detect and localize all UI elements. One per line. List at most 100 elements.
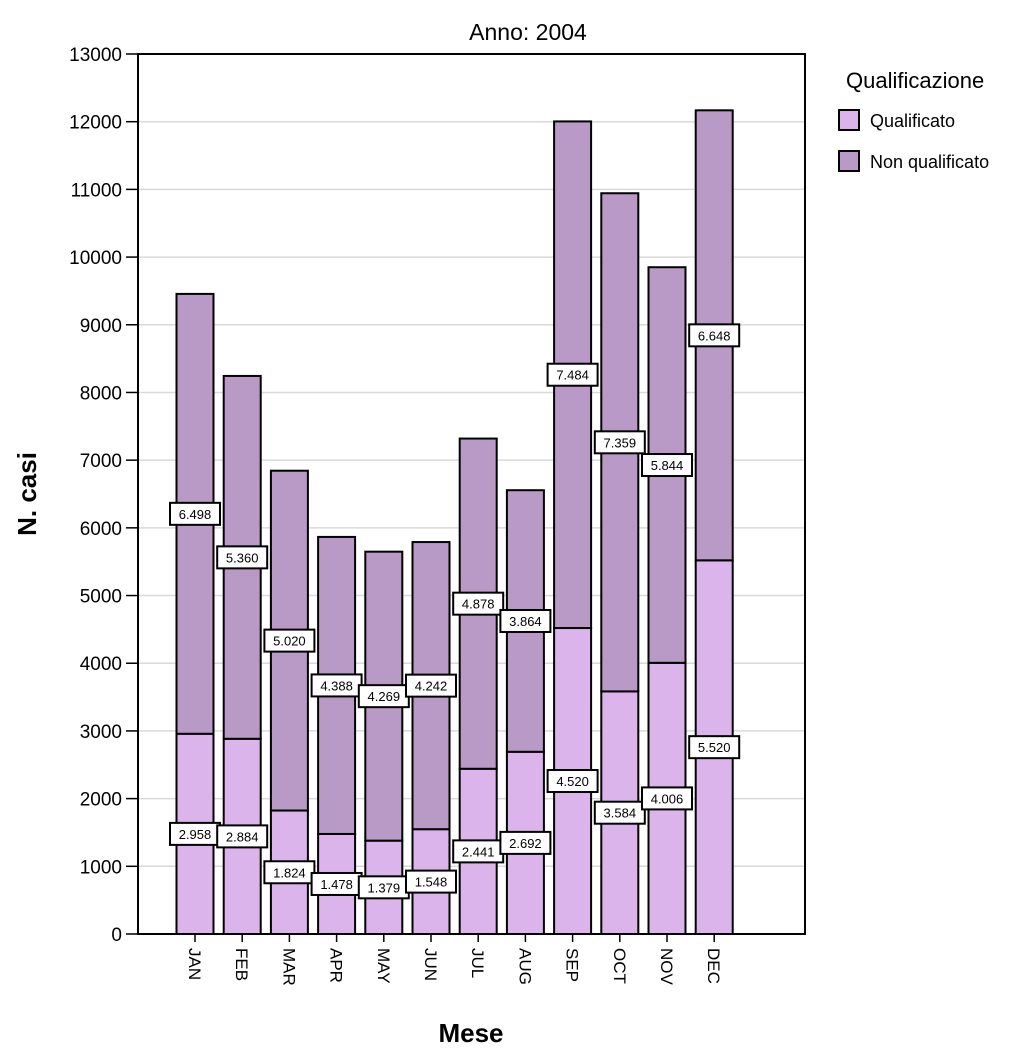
- data-label-qualificato: 1.824: [263, 860, 316, 885]
- x-tick-label: NOV: [657, 948, 676, 986]
- x-axis-title: Mese: [438, 1018, 503, 1048]
- data-label-text: 5.520: [698, 740, 731, 755]
- data-label-non-qualificato: 5.844: [641, 453, 693, 478]
- data-label-qualificato: 5.520: [688, 735, 741, 760]
- y-tick-label: 3000: [80, 722, 122, 743]
- data-label-text: 2.884: [226, 829, 259, 844]
- data-label-text: 5.020: [273, 634, 306, 649]
- x-tick-label: JUN: [421, 948, 440, 981]
- y-tick-label: 6000: [80, 519, 122, 540]
- data-label-non-qualificato: 4.269: [357, 684, 410, 709]
- data-label-qualificato: 4.520: [546, 769, 599, 794]
- y-tick-label: 2000: [80, 790, 122, 811]
- data-label-non-qualificato: 4.388: [310, 673, 363, 698]
- data-label-text: 2.958: [179, 827, 212, 842]
- data-label-non-qualificato: 5.360: [216, 545, 269, 570]
- data-label-text: 1.379: [368, 880, 401, 895]
- data-label-non-qualificato: 7.359: [593, 430, 646, 455]
- data-label-box: [688, 735, 741, 760]
- data-label-text: 1.548: [415, 875, 448, 890]
- bars: [175, 109, 734, 936]
- data-label-non-qualificato: 5.020: [263, 628, 316, 653]
- data-label-box: [593, 800, 646, 825]
- data-label-text: 7.484: [556, 368, 589, 383]
- x-tick-label: JUL: [468, 948, 487, 978]
- y-tick-label: 11000: [71, 180, 122, 201]
- data-label-box: [405, 673, 457, 698]
- data-label-non-qualificato: 7.484: [546, 362, 599, 387]
- data-label-box: [499, 608, 552, 633]
- y-tick-label: 5000: [80, 587, 122, 608]
- data-label-qualificato: 1.478: [310, 871, 363, 896]
- y-axis: 0 1000 2000 3000 4000 5000 6000 7000 8000 9000 100…: [69, 45, 138, 946]
- data-label-text: 7.359: [604, 435, 637, 450]
- y-tick-label: 12000: [69, 113, 122, 134]
- x-tick-label: MAY: [374, 948, 393, 984]
- data-label-box: [499, 830, 552, 855]
- data-label-non-qualificato: 6.648: [688, 323, 741, 348]
- data-label-non-qualificato: 4.242: [405, 673, 457, 698]
- data-label-box: [405, 869, 457, 894]
- data-label-box: [688, 323, 741, 348]
- x-tick-label: OCT: [610, 948, 629, 984]
- data-label-qualificato: 3.584: [593, 800, 646, 825]
- data-label-box: [641, 786, 693, 811]
- data-label-text: 6.498: [179, 507, 212, 522]
- data-label-text: 4.878: [462, 597, 495, 612]
- data-label-qualificato: 1.379: [357, 875, 410, 900]
- x-tick-label: MAR: [279, 948, 298, 986]
- data-label-text: 1.824: [273, 865, 306, 880]
- data-label-text: 1.478: [320, 877, 353, 892]
- data-label-non-qualificato: 4.878: [452, 591, 505, 616]
- data-label-box: [263, 628, 316, 653]
- x-tick-label: SEP: [563, 948, 582, 982]
- data-label-qualificato: 2.884: [216, 824, 269, 849]
- data-label-text: 2.692: [509, 836, 542, 851]
- data-label-text: 4.520: [556, 774, 589, 789]
- x-tick-label: DEC: [704, 948, 723, 984]
- x-axis: JAN FEB MAR APR MAY JUN JUL AUG SEP OCT NOV DEC: [185, 934, 723, 986]
- data-label-box: [216, 824, 269, 849]
- plot-area-frame: [137, 53, 806, 935]
- data-label-text: 6.648: [698, 328, 731, 343]
- data-label-box: [452, 591, 505, 616]
- chart-title: Anno: 2004: [469, 19, 587, 45]
- legend-swatch: [838, 150, 860, 172]
- data-label-text: 4.242: [415, 679, 448, 694]
- y-tick-label: 7000: [80, 451, 122, 472]
- data-label-box: [546, 769, 599, 794]
- legend-label: Qualificato: [870, 111, 955, 131]
- data-label-text: 5.844: [651, 458, 684, 473]
- data-label-box: [641, 453, 693, 478]
- y-tick-label: 9000: [80, 316, 122, 337]
- data-label-box: [169, 501, 221, 526]
- data-label-text: 3.864: [509, 614, 542, 629]
- data-label-text: 2.441: [462, 844, 495, 859]
- data-label-text: 4.006: [651, 791, 684, 806]
- data-label-qualificato: 4.006: [641, 786, 693, 811]
- data-label-qualificato: 2.692: [499, 830, 552, 855]
- x-tick-label: APR: [327, 948, 346, 983]
- legend: Qualificazione Qualificato Non qualificat…: [838, 68, 989, 172]
- data-label-qualificato: 2.958: [169, 821, 221, 846]
- legend-swatch: [838, 109, 860, 131]
- data-label-box: [216, 545, 269, 570]
- y-tick-label: 8000: [80, 383, 122, 404]
- data-label-text: 3.584: [604, 806, 637, 821]
- y-tick-label: 10000: [69, 248, 122, 269]
- y-tick-label: 0: [111, 925, 122, 946]
- data-label-text: 5.360: [226, 550, 259, 565]
- x-tick-label: FEB: [232, 948, 251, 981]
- data-label-text: 4.269: [368, 689, 401, 704]
- legend-label: Non qualificato: [870, 152, 989, 172]
- data-labels: 2.958 6.498 2.884 5.360 1.824 5.020 1.478 4.388…: [169, 323, 741, 900]
- legend-title: Qualificazione: [846, 68, 984, 93]
- x-tick-label: AUG: [515, 948, 534, 985]
- data-label-qualificato: 1.548: [405, 869, 457, 894]
- data-label-box: [546, 362, 599, 387]
- y-tick-label: 13000: [69, 45, 122, 66]
- y-axis-title: N. casi: [12, 452, 42, 536]
- x-tick-label: JAN: [185, 948, 204, 980]
